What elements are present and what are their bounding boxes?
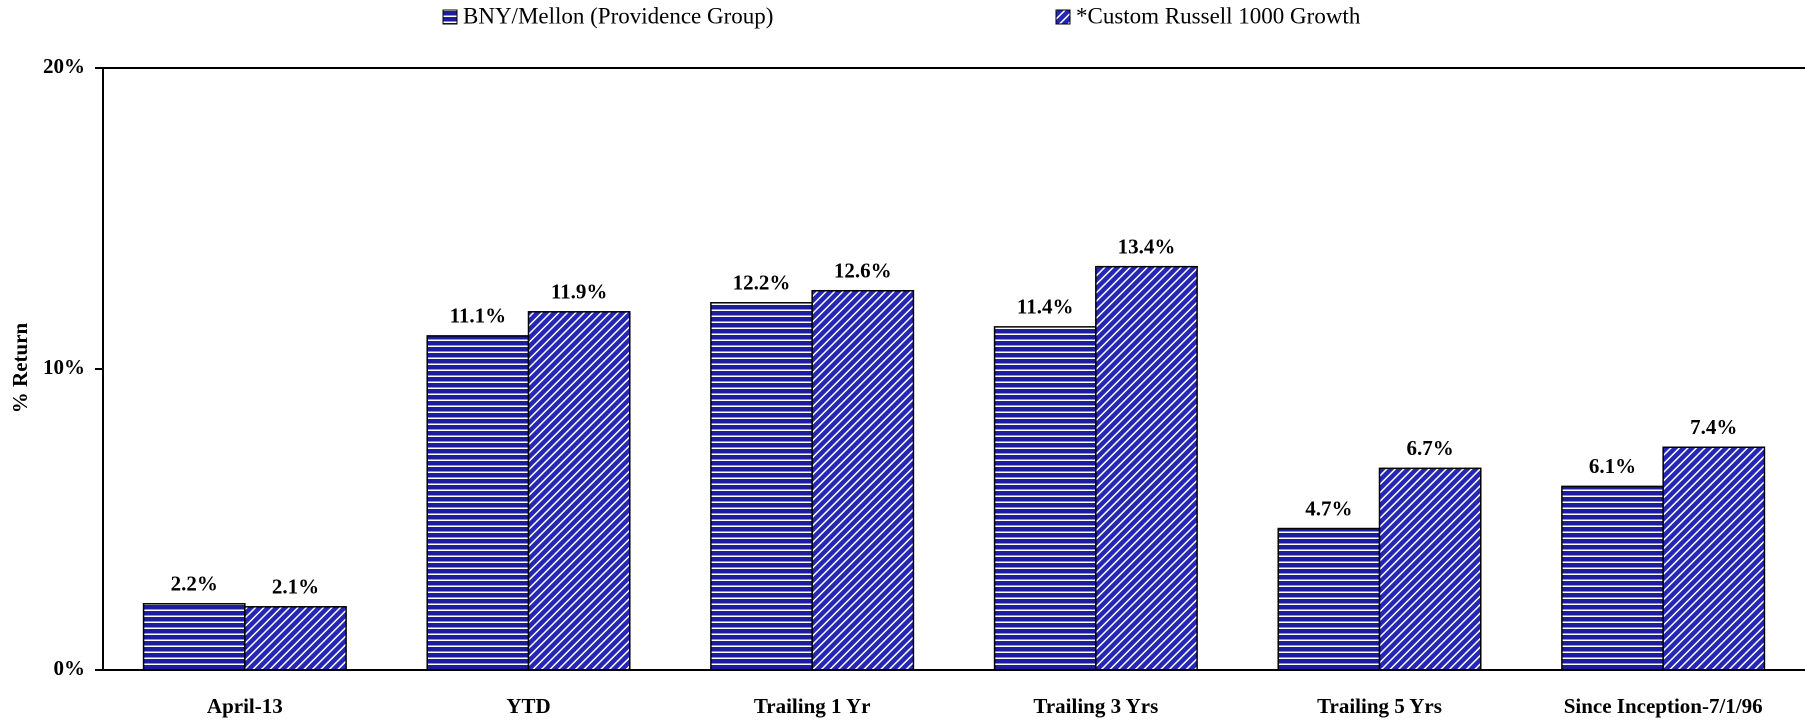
x-tick-label: Trailing 1 Yr bbox=[754, 694, 871, 718]
bar bbox=[426, 335, 530, 671]
value-label: 12.6% bbox=[834, 259, 892, 283]
legend-label: BNY/Mellon (Providence Group) bbox=[463, 3, 773, 28]
bar bbox=[1662, 446, 1766, 671]
bar bbox=[811, 289, 915, 671]
y-tick-label: 20% bbox=[43, 54, 85, 78]
x-tick-label: Trailing 5 Yrs bbox=[1317, 694, 1442, 718]
value-label: 11.4% bbox=[1017, 295, 1074, 319]
value-label: 12.2% bbox=[733, 271, 791, 295]
legend-label: *Custom Russell 1000 Growth bbox=[1076, 3, 1361, 28]
bar bbox=[1095, 265, 1198, 671]
value-label: 6.1% bbox=[1589, 454, 1636, 478]
legend-swatch bbox=[1055, 9, 1071, 25]
value-label: 7.4% bbox=[1690, 415, 1737, 439]
value-label: 2.1% bbox=[272, 575, 319, 599]
bar bbox=[710, 302, 813, 671]
bar bbox=[527, 311, 631, 671]
value-label: 11.1% bbox=[450, 304, 507, 328]
x-tick-label: YTD bbox=[506, 694, 550, 718]
y-tick-label: 0% bbox=[54, 656, 86, 680]
bar bbox=[142, 603, 246, 671]
y-axis-label: % Return bbox=[8, 322, 32, 413]
legend-swatch bbox=[442, 9, 458, 25]
bar bbox=[244, 606, 347, 671]
value-label: 4.7% bbox=[1305, 496, 1352, 520]
x-tick-label: Since Inception-7/1/96 bbox=[1564, 694, 1763, 718]
bar bbox=[1378, 467, 1482, 671]
value-label: 2.2% bbox=[171, 572, 218, 596]
value-label: 11.9% bbox=[551, 280, 608, 304]
x-tick-label: Trailing 3 Yrs bbox=[1033, 694, 1158, 718]
value-label: 6.7% bbox=[1407, 436, 1454, 460]
bar bbox=[1561, 485, 1664, 671]
bar bbox=[993, 326, 1097, 671]
y-tick-label: 10% bbox=[43, 355, 85, 379]
value-label: 13.4% bbox=[1118, 234, 1176, 258]
bar bbox=[1277, 527, 1381, 671]
x-tick-label: April-13 bbox=[207, 694, 283, 718]
